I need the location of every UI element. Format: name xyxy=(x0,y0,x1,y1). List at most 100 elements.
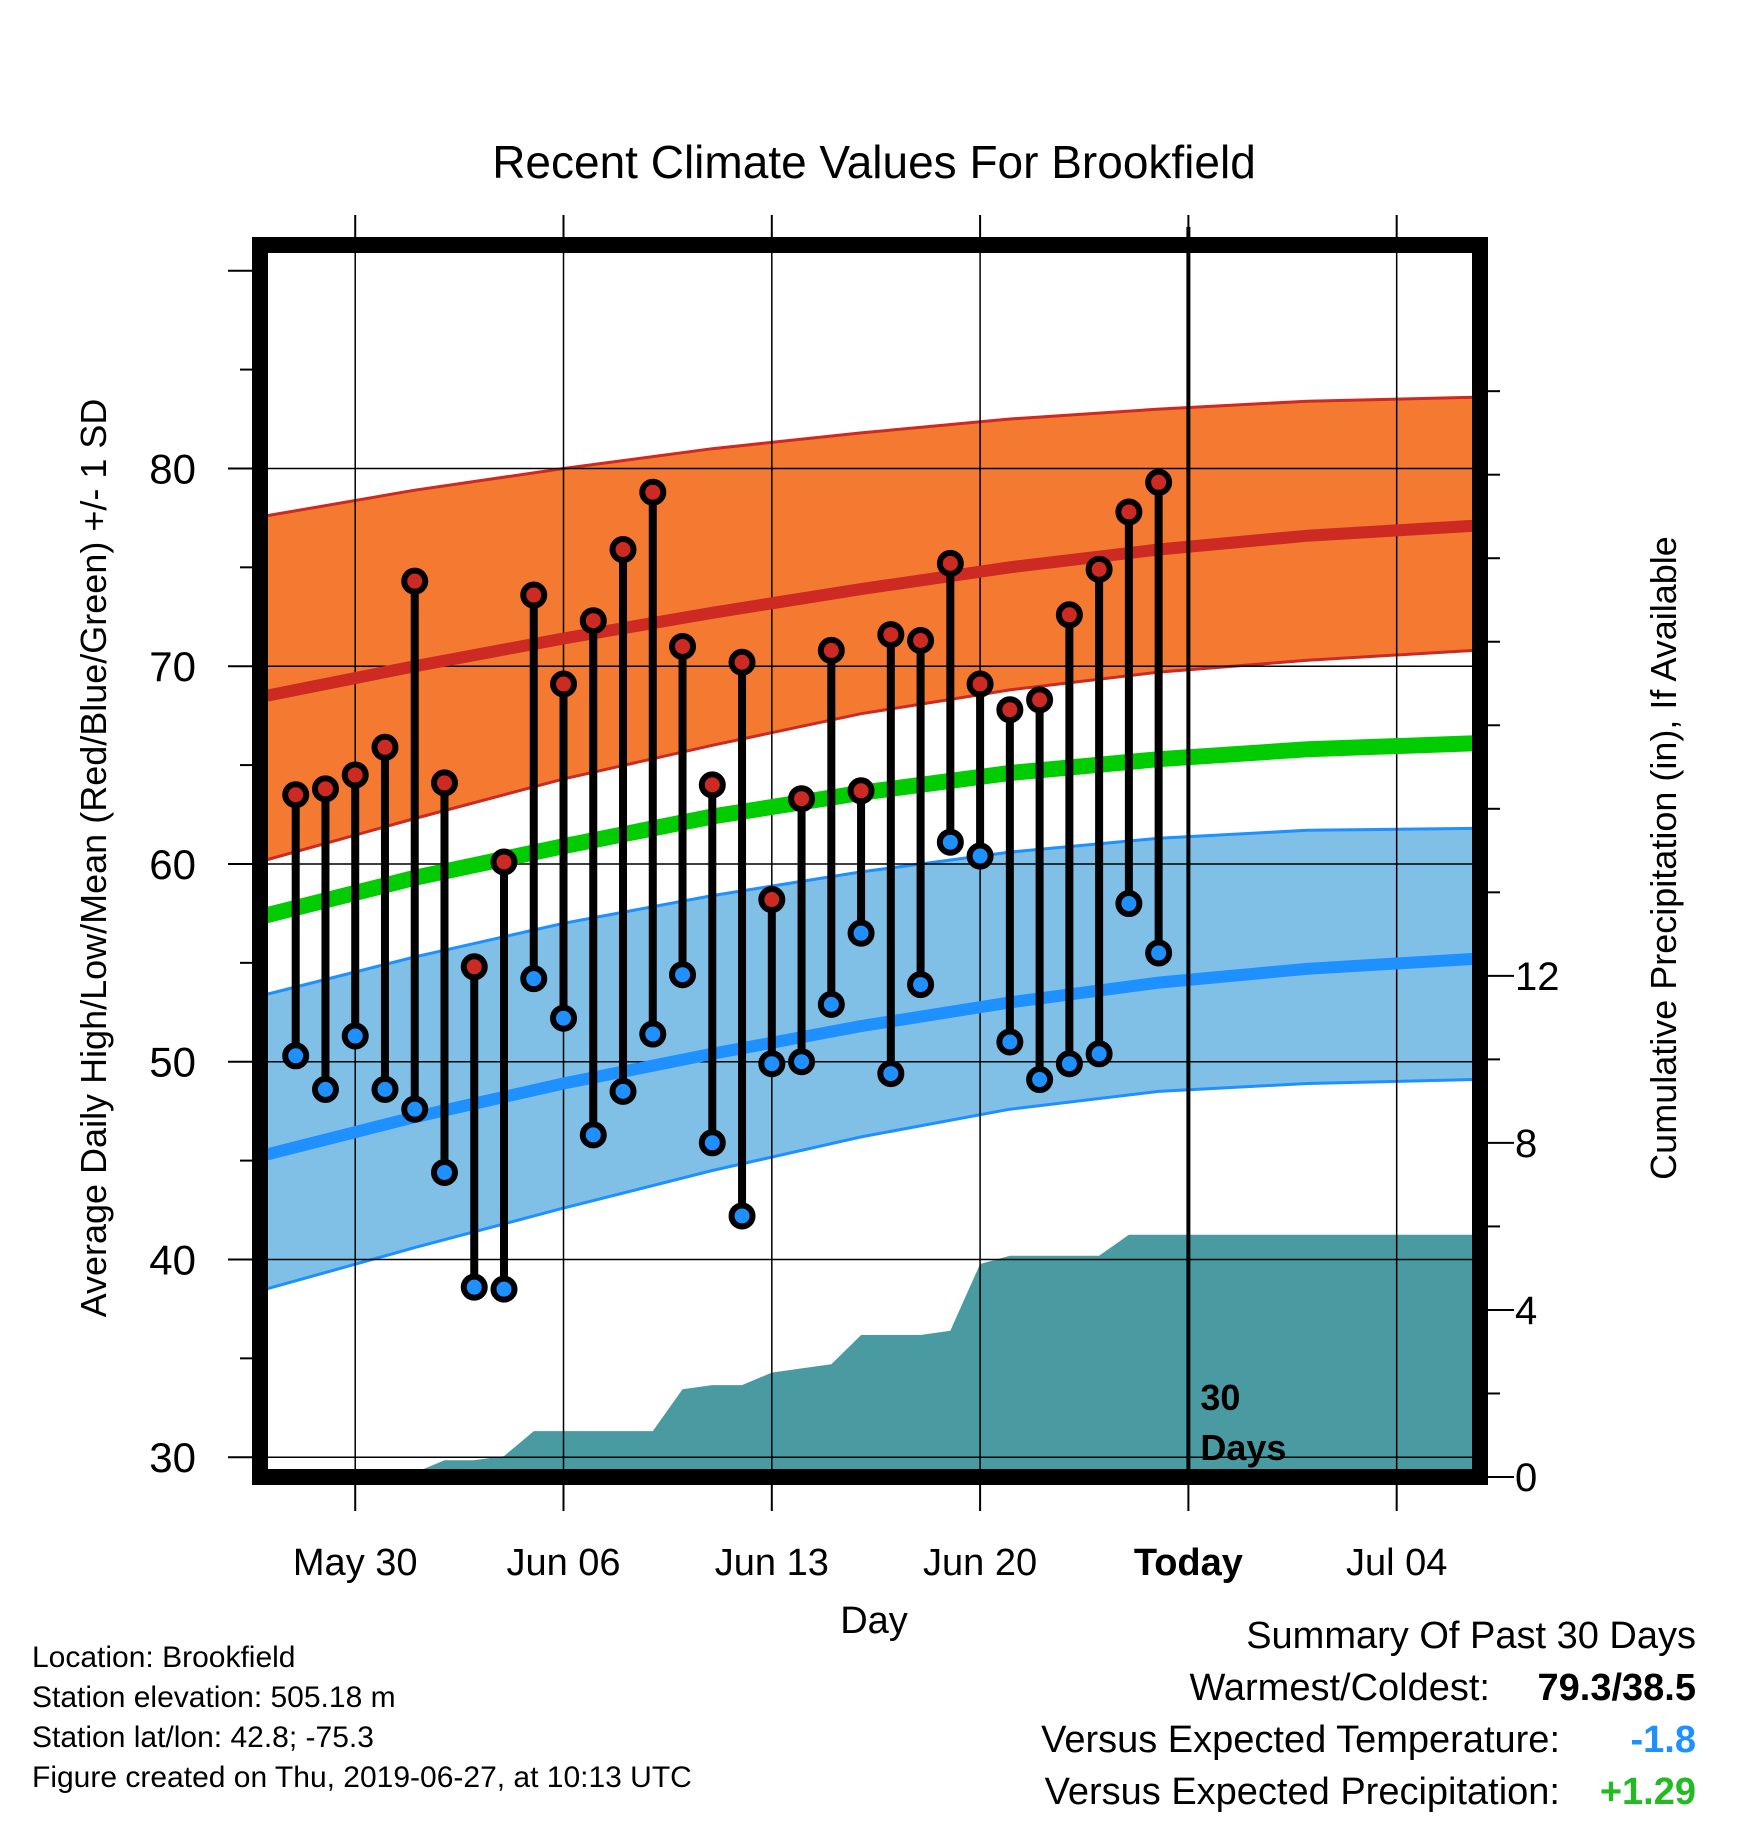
high-point xyxy=(1055,601,1083,629)
high-point xyxy=(282,781,310,809)
y-tick-label: 40 xyxy=(149,1236,196,1283)
today-days-label: 30 xyxy=(1200,1377,1240,1418)
x-tick-label: Jun 06 xyxy=(506,1542,620,1584)
high-point xyxy=(371,733,399,761)
high-point xyxy=(966,670,994,698)
high-point xyxy=(311,775,339,803)
high-point xyxy=(401,567,429,595)
low-point xyxy=(817,990,845,1018)
low-point xyxy=(936,828,964,856)
high-point xyxy=(847,777,875,805)
high-point xyxy=(758,886,786,914)
high-point xyxy=(460,953,488,981)
y2-axis-label: Cumulative Precipitation (in), If Availa… xyxy=(1643,536,1684,1180)
y-tick-label: 70 xyxy=(149,643,196,690)
precip-area xyxy=(266,1234,1474,1477)
chart-title: Recent Climate Values For Brookfield xyxy=(492,136,1256,188)
low-point xyxy=(371,1075,399,1103)
high-point xyxy=(936,549,964,577)
low-point xyxy=(996,1028,1024,1056)
high-point xyxy=(609,536,637,564)
low-point xyxy=(1115,890,1143,918)
low-point xyxy=(1085,1040,1113,1068)
low-point xyxy=(609,1077,637,1105)
y-tick-label: 60 xyxy=(149,841,196,888)
low-point xyxy=(1026,1066,1054,1094)
low-sd-band xyxy=(266,828,1474,1290)
y-tick-label: 30 xyxy=(149,1434,196,1481)
station-elevation: Station elevation: 505.18 m xyxy=(32,1681,396,1714)
high-point xyxy=(341,761,369,789)
station-info: Location: Brookfield Station elevation: … xyxy=(32,1638,692,1798)
low-point xyxy=(758,1050,786,1078)
low-point xyxy=(430,1158,458,1186)
warm-cold-label: Warmest/Coldest: xyxy=(1189,1667,1490,1709)
high-point xyxy=(907,627,935,655)
precip-anomaly-label: Versus Expected Precipitation: xyxy=(1044,1771,1560,1813)
y2-tick-label: 12 xyxy=(1515,955,1560,999)
low-lower-edge xyxy=(265,1078,1475,1291)
figure-created: Figure created on Thu, 2019-06-27, at 10… xyxy=(32,1761,692,1794)
y-axis-label: Average Daily High/Low/Mean (Red/Blue/Gr… xyxy=(73,399,114,1318)
low-point xyxy=(728,1202,756,1230)
high-point xyxy=(728,648,756,676)
high-point xyxy=(490,848,518,876)
low-point xyxy=(401,1095,429,1123)
low-point xyxy=(460,1273,488,1301)
high-point xyxy=(817,636,845,664)
temp-anomaly-value: -1.8 xyxy=(1630,1719,1696,1761)
low-point xyxy=(520,965,548,993)
low-point xyxy=(877,1060,905,1088)
normal-low-line xyxy=(264,952,1475,1161)
x-tick-label: Jul 04 xyxy=(1346,1542,1447,1584)
low-point xyxy=(579,1121,607,1149)
high-point xyxy=(639,478,667,506)
low-point xyxy=(639,1020,667,1048)
warm-cold-value: 79.3/38.5 xyxy=(1537,1667,1696,1709)
summary-heading: Summary Of Past 30 Days xyxy=(1246,1615,1696,1657)
station-location: Location: Brookfield xyxy=(32,1641,296,1674)
low-point xyxy=(550,1004,578,1032)
high-point xyxy=(1026,686,1054,714)
plot-area: 30 Days 30 40 50 60 70 80 0 4 8 12 May 30 Jun 06 Jun 1… xyxy=(149,215,1560,1584)
y-tick-label: 50 xyxy=(149,1039,196,1086)
low-point xyxy=(341,1022,369,1050)
high-sd-band xyxy=(266,397,1474,860)
high-point xyxy=(430,769,458,797)
high-point xyxy=(550,670,578,698)
high-point xyxy=(698,771,726,799)
high-lower-edge xyxy=(265,648,1475,862)
precip-anomaly-value: +1.29 xyxy=(1599,1771,1696,1813)
low-point xyxy=(311,1075,339,1103)
today-days-label: Days xyxy=(1200,1427,1286,1468)
high-upper-edge xyxy=(265,395,1475,518)
y2-tick-label: 0 xyxy=(1515,1456,1537,1500)
low-point xyxy=(966,842,994,870)
low-point xyxy=(788,1048,816,1076)
high-point xyxy=(996,696,1024,724)
high-point xyxy=(877,621,905,649)
low-point xyxy=(669,961,697,989)
low-point xyxy=(1055,1050,1083,1078)
high-point xyxy=(520,581,548,609)
normal-high-line xyxy=(264,519,1475,702)
x-tick-label: Jun 20 xyxy=(923,1542,1037,1584)
high-point xyxy=(1085,555,1113,583)
high-point xyxy=(579,607,607,635)
x-axis-label: Day xyxy=(840,1600,908,1642)
temp-anomaly-label: Versus Expected Temperature: xyxy=(1041,1719,1560,1761)
summary-panel: Summary Of Past 30 Days Warmest/Coldest:… xyxy=(1041,1610,1696,1818)
high-point xyxy=(1145,468,1173,496)
x-tick-label: Today xyxy=(1134,1542,1243,1584)
plot-frame xyxy=(252,237,1488,1485)
station-latlon: Station lat/lon: 42.8; -75.3 xyxy=(32,1721,374,1754)
low-point xyxy=(698,1129,726,1157)
x-tick-label: May 30 xyxy=(293,1542,418,1584)
high-point xyxy=(669,632,697,660)
low-point xyxy=(907,971,935,999)
low-point xyxy=(847,919,875,947)
y2-tick-label: 8 xyxy=(1515,1122,1537,1166)
y-tick-label: 80 xyxy=(149,445,196,492)
y2-tick-label: 4 xyxy=(1515,1289,1537,1333)
